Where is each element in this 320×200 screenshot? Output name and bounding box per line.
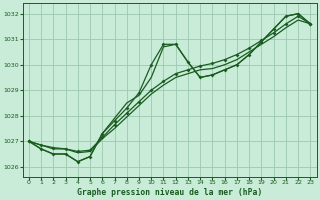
- X-axis label: Graphe pression niveau de la mer (hPa): Graphe pression niveau de la mer (hPa): [77, 188, 262, 197]
